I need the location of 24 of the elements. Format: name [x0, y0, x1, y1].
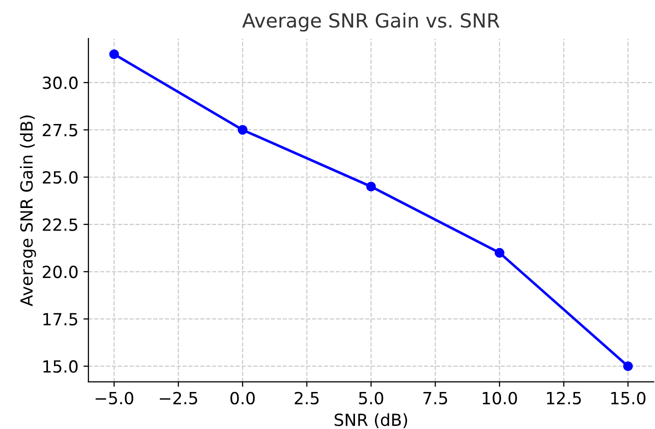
y-axis-title: Average SNR Gain (dB) — [20, 115, 36, 306]
x-tick-label: 0.0 — [230, 392, 255, 404]
point — [366, 182, 376, 192]
y-tick-label: 30.0 — [42, 76, 78, 90]
x-tick-label: 10.0 — [482, 392, 517, 404]
y-tick-label: 25.0 — [42, 171, 78, 184]
y-tick-label: 27.5 — [42, 124, 78, 136]
point — [623, 361, 633, 372]
x-axis-title: SNR (dB) — [334, 413, 408, 428]
x-tick-label: −5.0 — [96, 392, 134, 404]
x-tick-label: 15.0 — [611, 392, 646, 404]
x-tick-label: 5.0 — [359, 392, 384, 404]
chart-title: Average SNR Gain vs. SNR — [242, 12, 500, 32]
point — [109, 49, 119, 60]
x-tick-label: 2.5 — [294, 392, 319, 404]
point — [238, 124, 248, 135]
y-tick-label: 22.5 — [42, 218, 78, 231]
x-tick-label: 7.5 — [423, 392, 448, 404]
point — [494, 248, 504, 258]
y-tick-label: 20.0 — [42, 266, 78, 278]
x-tick-label: 12.5 — [547, 392, 581, 404]
x-tick-label: −2.5 — [160, 392, 198, 404]
y-tick-label: 15.0 — [43, 360, 78, 373]
y-tick-label: 17.5 — [43, 313, 78, 326]
